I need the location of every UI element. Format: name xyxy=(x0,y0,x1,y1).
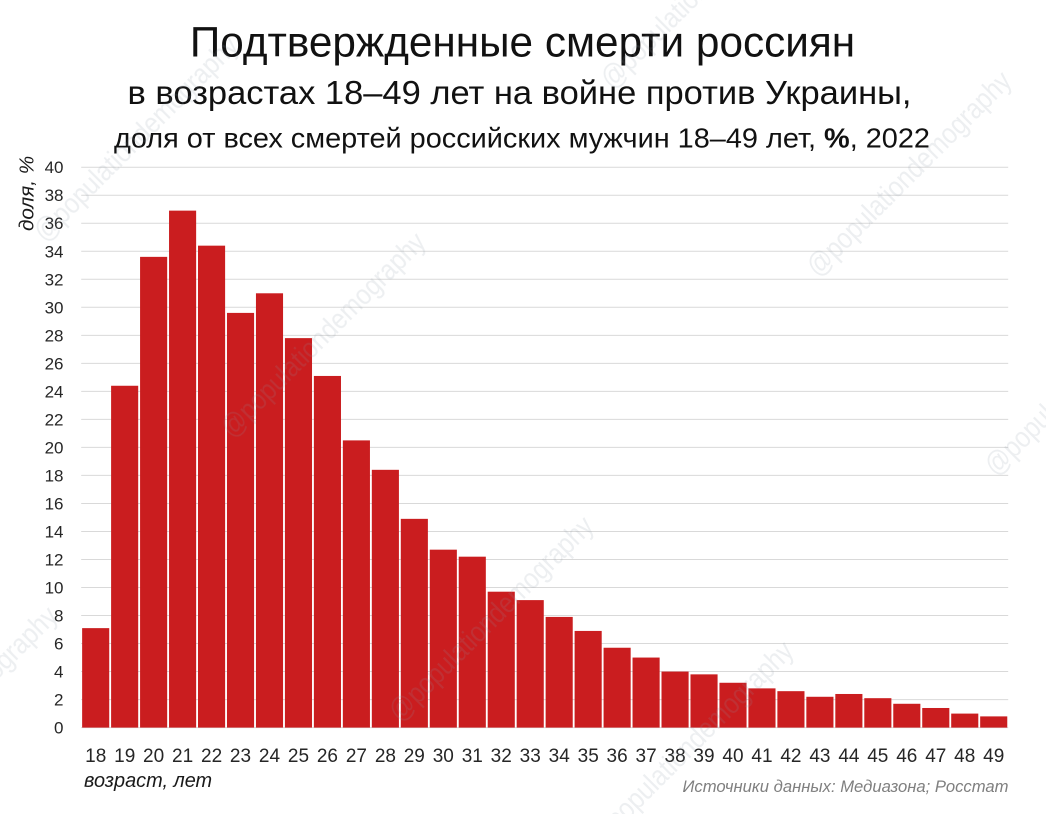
svg-text:21: 21 xyxy=(172,746,193,767)
svg-text:24: 24 xyxy=(259,746,281,767)
svg-text:48: 48 xyxy=(954,746,975,767)
svg-text:2: 2 xyxy=(54,691,63,710)
svg-text:23: 23 xyxy=(230,746,251,767)
svg-text:25: 25 xyxy=(288,746,309,767)
svg-text:в возрастах 18–49 лет на войне: в возрастах 18–49 лет на войне против Ук… xyxy=(128,74,912,111)
svg-text:возраст, лет: возраст, лет xyxy=(84,770,212,792)
svg-text:доля, %: доля, % xyxy=(16,156,39,231)
svg-text:26: 26 xyxy=(317,746,338,767)
svg-text:доля от всех смертей российски: доля от всех смертей российских мужчин 1… xyxy=(114,123,930,154)
svg-text:Источники данных: Медиазона; Р: Источники данных: Медиазона; Росстат xyxy=(683,777,1009,796)
svg-text:8: 8 xyxy=(54,607,63,626)
svg-text:46: 46 xyxy=(896,746,917,767)
svg-text:27: 27 xyxy=(346,746,367,767)
svg-text:37: 37 xyxy=(636,746,657,767)
svg-text:18: 18 xyxy=(85,746,106,767)
svg-text:39: 39 xyxy=(693,746,714,767)
svg-text:38: 38 xyxy=(45,186,64,205)
svg-text:36: 36 xyxy=(607,746,628,767)
svg-text:36: 36 xyxy=(45,214,64,233)
svg-text:30: 30 xyxy=(45,298,64,317)
svg-text:34: 34 xyxy=(45,242,64,261)
svg-text:20: 20 xyxy=(45,438,64,457)
svg-text:26: 26 xyxy=(45,354,64,373)
svg-text:40: 40 xyxy=(722,746,743,767)
svg-text:45: 45 xyxy=(867,746,888,767)
svg-text:34: 34 xyxy=(549,746,571,767)
svg-text:38: 38 xyxy=(665,746,686,767)
svg-text:42: 42 xyxy=(780,746,801,767)
svg-text:20: 20 xyxy=(143,746,164,767)
svg-text:19: 19 xyxy=(114,746,135,767)
svg-text:30: 30 xyxy=(433,746,454,767)
svg-text:28: 28 xyxy=(45,326,64,345)
svg-text:24: 24 xyxy=(45,382,64,401)
svg-text:14: 14 xyxy=(45,523,64,542)
svg-text:35: 35 xyxy=(578,746,599,767)
svg-text:32: 32 xyxy=(45,270,64,289)
svg-text:4: 4 xyxy=(54,663,63,682)
svg-text:49: 49 xyxy=(983,746,1004,767)
svg-text:12: 12 xyxy=(45,551,64,570)
svg-text:28: 28 xyxy=(375,746,396,767)
svg-text:6: 6 xyxy=(54,635,63,654)
svg-text:40: 40 xyxy=(45,158,64,177)
svg-text:31: 31 xyxy=(462,746,483,767)
svg-text:41: 41 xyxy=(751,746,772,767)
svg-text:44: 44 xyxy=(838,746,860,767)
svg-text:33: 33 xyxy=(520,746,541,767)
svg-text:22: 22 xyxy=(45,410,64,429)
svg-text:32: 32 xyxy=(491,746,512,767)
svg-text:22: 22 xyxy=(201,746,222,767)
svg-text:16: 16 xyxy=(45,494,64,513)
svg-text:29: 29 xyxy=(404,746,425,767)
svg-text:0: 0 xyxy=(54,719,63,738)
svg-text:Подтвержденные смерти россиян: Подтвержденные смерти россиян xyxy=(190,19,855,66)
svg-text:43: 43 xyxy=(809,746,830,767)
svg-text:47: 47 xyxy=(925,746,946,767)
svg-text:10: 10 xyxy=(45,579,64,598)
svg-text:18: 18 xyxy=(45,466,64,485)
